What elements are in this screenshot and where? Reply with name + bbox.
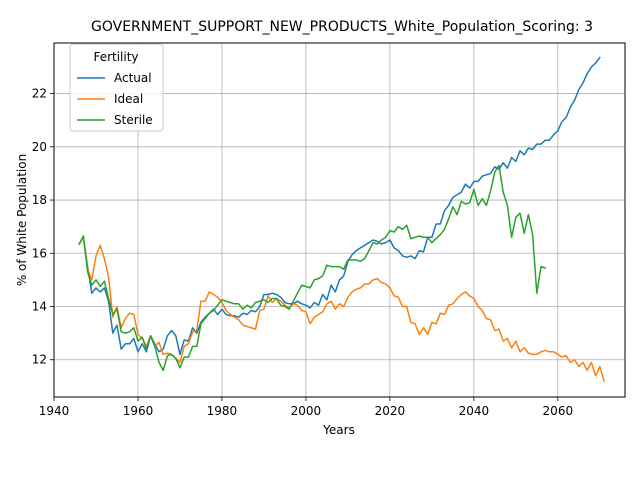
y-tick-label: 18 [32, 193, 47, 207]
x-tick-label: 1940 [39, 404, 70, 418]
x-tick-label: 2040 [459, 404, 490, 418]
series-line-ideal [78, 236, 605, 382]
y-tick-label: 16 [32, 246, 47, 260]
chart-title: GOVERNMENT_SUPPORT_NEW_PRODUCTS_White_Po… [91, 19, 593, 35]
legend-label-ideal: Ideal [114, 92, 143, 106]
x-axis-title: Years [322, 423, 355, 437]
grid-lines [53, 43, 625, 397]
plot-area-frame [53, 42, 626, 398]
legend-title: Fertility [93, 50, 138, 64]
x-tick-label: 1980 [207, 404, 238, 418]
y-tick-label: 20 [32, 140, 47, 154]
legend-box [69, 43, 164, 132]
legend-label-actual: Actual [114, 71, 152, 85]
y-axis-title: % of White Population [15, 154, 29, 286]
series-line-actual [78, 56, 601, 356]
axis-ticks: 1940 1960 1980 2000 2020 2040 2060 12 14 16 18 20 22 [32, 87, 573, 418]
x-tick-label: 2060 [543, 404, 574, 418]
x-tick-label: 1960 [123, 404, 154, 418]
y-tick-label: 22 [32, 87, 47, 101]
y-tick-label: 12 [32, 353, 47, 367]
x-tick-label: 2020 [375, 404, 406, 418]
y-tick-label: 14 [32, 300, 47, 314]
series-lines [78, 56, 605, 382]
legend-entries: Actual Ideal Sterile [77, 71, 153, 127]
legend: Fertility Actual Ideal Sterile [69, 43, 164, 132]
series-line-sterile [78, 164, 547, 372]
legend-label-sterile: Sterile [114, 113, 153, 127]
x-tick-label: 2000 [291, 404, 322, 418]
